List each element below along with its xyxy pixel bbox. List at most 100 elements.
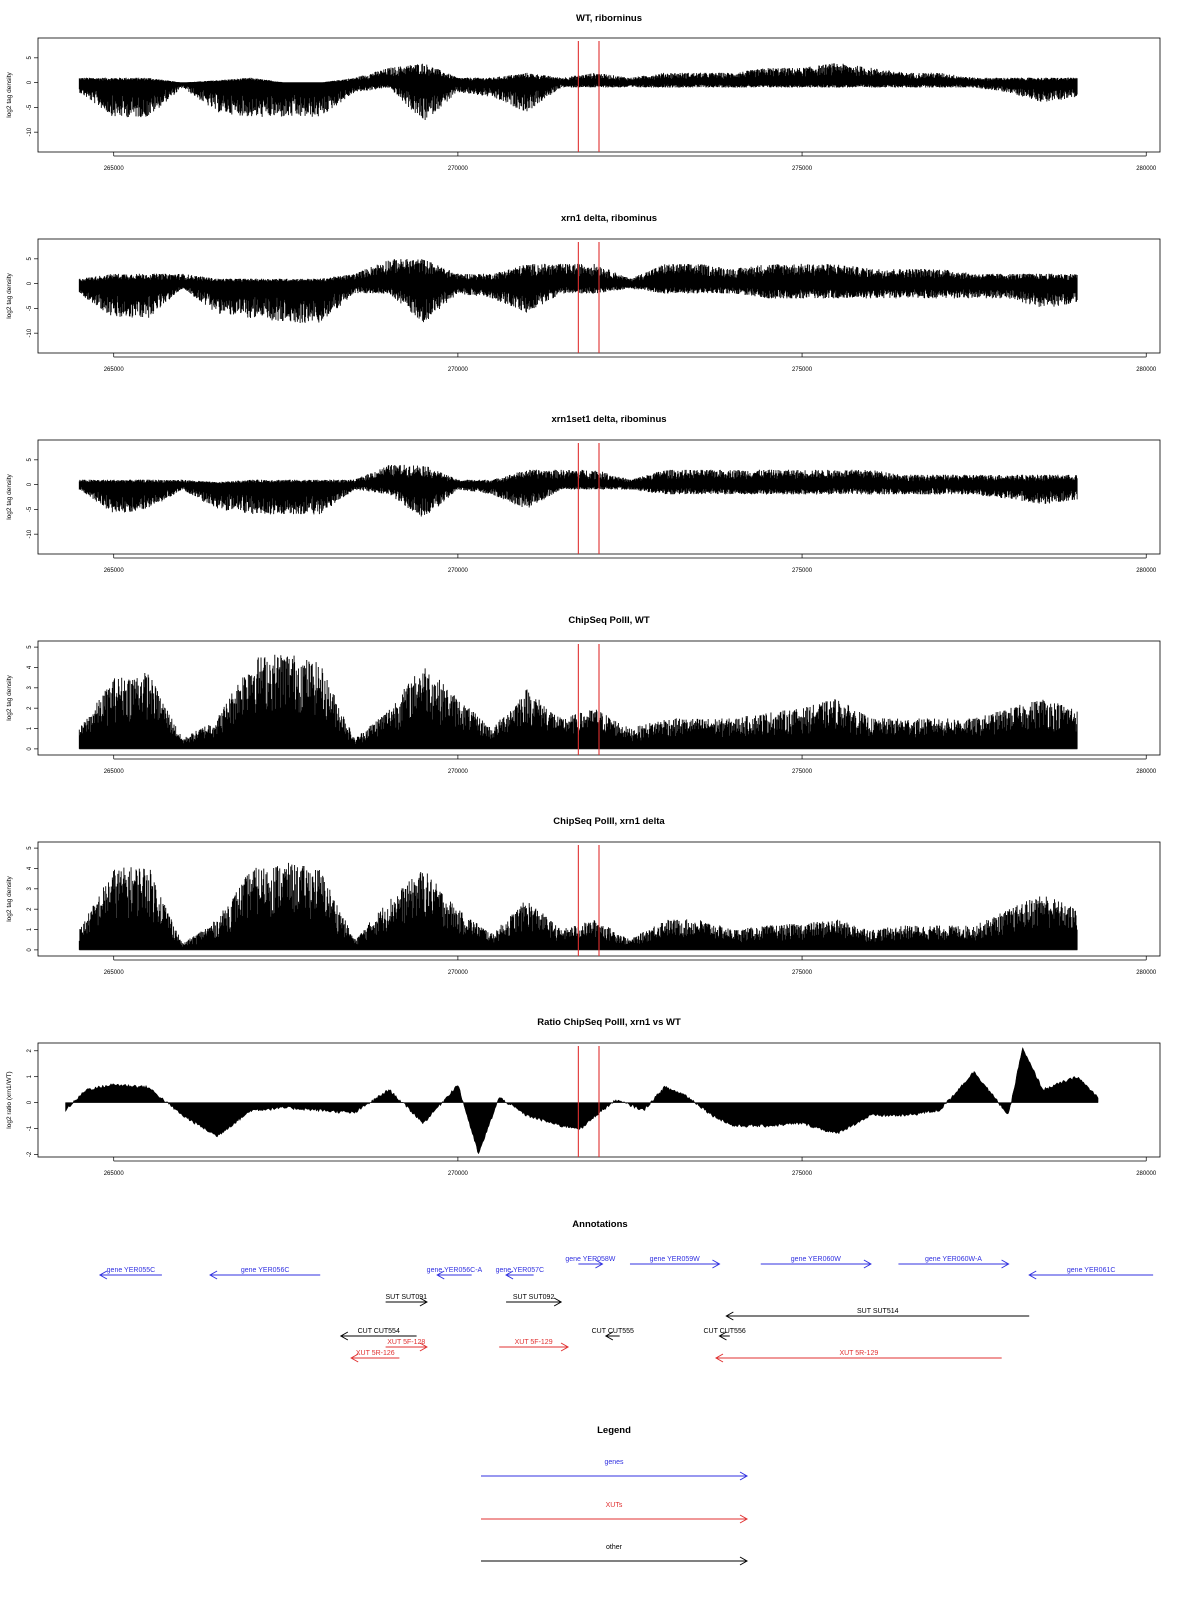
x-tick-label: 265000 [104,970,125,976]
feature-label: XUT 5F-129 [515,1339,553,1346]
feature-label: gene YER060W [791,1256,841,1263]
legend: Legend genes XUTs other [481,1425,749,1566]
x-tick-label: 270000 [448,166,469,172]
x-tick-label: 275000 [792,568,813,574]
x-tick-label: 275000 [792,970,813,976]
feature-arrowhead [863,1259,872,1269]
y-axis-label: log2 tag density [6,875,13,921]
legend-arrowhead [739,1556,749,1566]
feature-label: gene YER055C [107,1267,156,1274]
x-tick-label: 265000 [104,1171,125,1177]
legend-arrowhead [739,1471,749,1481]
chart-panel-4: ChipSeq PolII, WT log2 tag density 0 1 2 3 4 5 2… [6,615,1161,775]
signal-bars [78,464,1078,517]
feature-arrowhead [1001,1259,1010,1269]
legend-title: Legend [597,1425,631,1436]
x-tick-label: 280000 [1136,1171,1157,1177]
x-tick-label: 265000 [104,166,125,172]
signal-bars [78,63,1078,121]
ratio-area [65,1046,1099,1155]
y-tick-label: 0 [27,80,33,84]
feature-gene: gene YER056C-A [427,1267,483,1280]
feature-xut: XUT 5R-129 [715,1350,1002,1363]
x-tick-label: 270000 [448,367,469,373]
feature-label: gene YER056C-A [427,1267,483,1274]
feature-gene: gene YER059W [629,1256,721,1269]
feature-arrowhead [725,1311,734,1321]
y-tick-label: 0 [27,747,33,751]
feature-label: gene YER057C [496,1267,545,1274]
feature-arrowhead [715,1353,724,1363]
chart-panel-5: ChipSeq PolII, xrn1 delta log2 tag densit… [6,816,1161,976]
y-tick-label: 0 [27,281,33,285]
y-axis-label: log2 tag density [6,272,13,318]
feature-label: CUT CUT554 [358,1328,400,1335]
legend-label: genes [604,1459,624,1466]
y-tick-label: -1 [27,1125,33,1131]
y-tick-label: 2 [27,907,33,911]
x-tick-label: 265000 [104,769,125,775]
feature-arrowhead [98,1270,108,1280]
feature-label: gene YER061C [1067,1267,1116,1274]
feature-gene: gene YER060W [760,1256,872,1269]
y-tick-label: 5 [27,846,33,850]
feature-label: SUT SUT092 [513,1294,555,1301]
feature-label: SUT SUT514 [857,1308,899,1315]
y-tick-label: 1 [27,927,33,931]
y-tick-label: 5 [27,55,33,59]
legend-label: other [606,1544,623,1551]
y-tick-label: 0 [27,482,33,486]
x-tick-label: 270000 [448,970,469,976]
annotations-track: Annotations gene YER055C gene YER056C gene … [98,1219,1154,1363]
feature-arrowhead [505,1270,514,1280]
y-tick-label: 3 [27,886,33,890]
y-tick-label: 4 [27,665,33,669]
legend-arrowhead [739,1514,749,1524]
panel-title: ChipSeq PolII, xrn1 delta [553,816,665,827]
y-axis-label: log2 tag density [6,71,13,117]
feature-other: CUT CUT554 [339,1328,417,1341]
y-tick-label: 5 [27,645,33,649]
legend-item-gene: genes [481,1459,749,1481]
feature-label: SUT SUT091 [386,1294,428,1301]
y-tick-label: -5 [27,506,33,512]
x-tick-label: 270000 [448,568,469,574]
feature-other: SUT SUT514 [725,1308,1030,1321]
feature-xut: XUT 5F-128 [385,1339,428,1352]
feature-arrowhead [718,1331,727,1341]
feature-gene: gene YER058W [565,1256,616,1269]
y-tick-label: -10 [27,127,33,136]
feature-gene: gene YER055C [98,1267,162,1280]
signal-bars [78,654,1078,749]
feature-arrowhead [436,1270,445,1280]
y-axis-label: log2 ratio (xrn1/WT) [6,1071,13,1128]
data-series [65,1046,1099,1155]
feature-other: CUT CUT556 [703,1328,746,1341]
y-tick-label: 1 [27,1074,33,1078]
feature-label: XUT 5R-126 [356,1350,395,1357]
y-tick-label: -10 [27,328,33,337]
chart-panel-1: WT, riborninus log2 tag density 5 0 -5 -10 265… [6,13,1161,172]
feature-arrowhead [595,1259,604,1269]
feature-arrowhead [419,1297,428,1307]
feature-label: XUT 5F-128 [387,1339,425,1346]
signal-bars [78,862,1078,950]
feature-xut: XUT 5R-126 [350,1350,400,1363]
x-tick-label: 270000 [448,1171,469,1177]
panel-title: Ratio ChipSeq PolII, xrn1 vs WT [537,1017,681,1028]
chart-panel-2: xrn1 delta, ribominus log2 tag density 5 0 -… [6,213,1161,373]
feature-gene: gene YER057C [496,1267,545,1280]
y-axis-label: log2 tag density [6,674,13,720]
y-tick-label: -10 [27,529,33,538]
feature-label: gene YER058W [565,1256,615,1263]
feature-arrowhead [350,1353,359,1363]
y-tick-label: 5 [27,256,33,260]
y-tick-label: -2 [27,1151,33,1157]
feature-label: gene YER060W-A [925,1256,982,1263]
feature-arrowhead [419,1342,428,1352]
x-tick-label: 275000 [792,1171,813,1177]
x-tick-label: 280000 [1136,568,1157,574]
feature-arrowhead [553,1297,563,1307]
y-axis-label: log2 tag density [6,473,13,519]
